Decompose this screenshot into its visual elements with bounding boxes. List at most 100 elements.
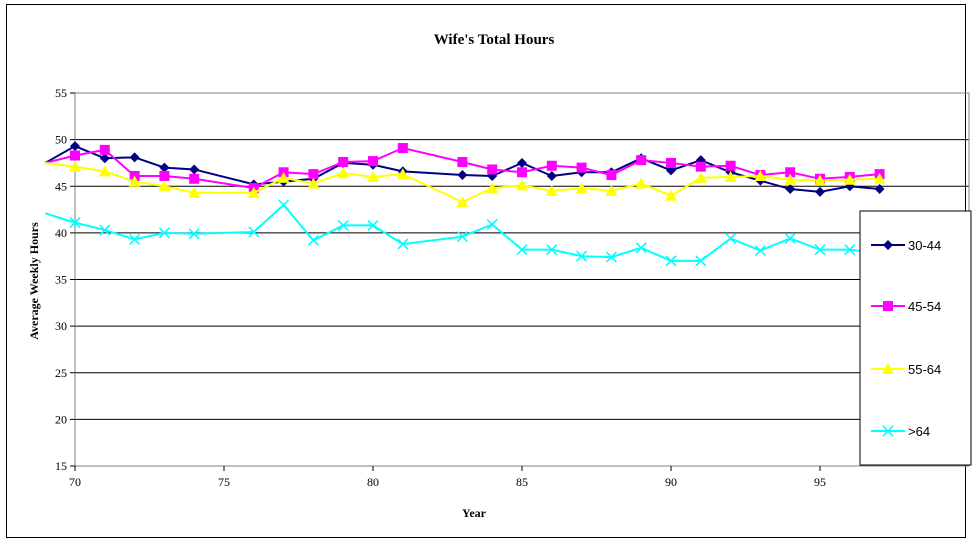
data-point-2-15 bbox=[545, 184, 558, 196]
data-point-2-9 bbox=[337, 167, 350, 179]
data-point-2-11 bbox=[396, 168, 409, 180]
y-tick-label-35: 35 bbox=[55, 273, 67, 287]
data-point-2-17 bbox=[605, 184, 618, 196]
data-point-2-14 bbox=[516, 179, 528, 191]
data-point-1-20 bbox=[695, 161, 706, 172]
data-point-3-7 bbox=[278, 199, 290, 211]
legend-item-3: >64 bbox=[871, 424, 930, 439]
data-point-2-16 bbox=[575, 182, 588, 194]
x-tick-label-75: 75 bbox=[218, 475, 230, 489]
legend-label-1: 45-54 bbox=[908, 299, 941, 314]
data-point-1-15 bbox=[546, 160, 557, 171]
data-point-1-12 bbox=[457, 157, 468, 168]
data-point-1-11 bbox=[397, 143, 408, 154]
data-point-2-6 bbox=[247, 186, 260, 198]
data-point-2-19 bbox=[665, 189, 677, 201]
data-point-2-10 bbox=[367, 170, 379, 182]
data-point-2-26 bbox=[873, 172, 886, 184]
data-point-3-24 bbox=[814, 244, 826, 256]
y-tick-label-45: 45 bbox=[55, 179, 67, 193]
data-point-2-3 bbox=[128, 175, 141, 187]
data-point-3-1 bbox=[69, 217, 81, 229]
data-point-3-20 bbox=[695, 255, 707, 267]
data-point-0-15 bbox=[546, 170, 557, 181]
data-point-1-18 bbox=[636, 155, 647, 166]
y-tick-label-20: 20 bbox=[55, 412, 67, 426]
data-point-1-23 bbox=[785, 167, 796, 178]
data-point-3-13 bbox=[486, 218, 498, 231]
x-axis-title: Year bbox=[462, 506, 487, 520]
data-point-3-9 bbox=[337, 219, 349, 231]
legend-marker-3 bbox=[882, 425, 894, 437]
data-point-3-4 bbox=[158, 227, 170, 239]
legend-item-0: 30-44 bbox=[871, 238, 941, 253]
y-tick-label-50: 50 bbox=[55, 133, 67, 147]
data-point-3-10 bbox=[367, 219, 379, 231]
series-layer bbox=[44, 141, 886, 267]
data-point-1-4 bbox=[159, 170, 170, 181]
legend: 30-44 45-54 55-64 >64 bbox=[859, 210, 972, 466]
data-point-2-1 bbox=[69, 160, 81, 172]
data-point-3-11 bbox=[397, 238, 409, 250]
data-point-0-14 bbox=[517, 157, 527, 168]
data-point-3-16 bbox=[576, 250, 588, 262]
data-point-1-13 bbox=[487, 164, 498, 175]
data-point-2-18 bbox=[635, 177, 648, 189]
series-2 bbox=[45, 160, 886, 208]
data-point-1-21 bbox=[725, 160, 736, 171]
data-point-3-19 bbox=[665, 255, 677, 267]
data-point-1-19 bbox=[666, 157, 676, 168]
data-point-2-12 bbox=[456, 196, 469, 208]
data-point-3-17 bbox=[605, 251, 617, 263]
y-tick-label-40: 40 bbox=[55, 226, 67, 240]
data-point-1-8 bbox=[308, 169, 319, 180]
x-tick-label-70: 70 bbox=[69, 475, 81, 489]
data-point-3-21 bbox=[725, 232, 737, 245]
data-point-1-1 bbox=[70, 150, 80, 161]
data-point-1-10 bbox=[368, 156, 378, 167]
data-point-1-2 bbox=[99, 144, 110, 155]
data-point-0-1 bbox=[70, 141, 80, 152]
data-point-2-13 bbox=[486, 182, 499, 194]
gridlines bbox=[75, 92, 969, 467]
y-tick-label-55: 55 bbox=[55, 86, 67, 100]
data-point-0-3 bbox=[129, 152, 140, 163]
data-point-2-24 bbox=[814, 174, 826, 186]
data-point-3-15 bbox=[546, 244, 558, 256]
legend-label-0: 30-44 bbox=[908, 238, 941, 253]
data-point-2-21 bbox=[724, 170, 737, 182]
legend-box bbox=[859, 210, 972, 466]
data-point-2-7 bbox=[277, 171, 290, 183]
legend-marker-0 bbox=[883, 240, 893, 250]
data-point-3-12 bbox=[456, 231, 468, 243]
legend-item-1: 45-54 bbox=[871, 299, 941, 314]
data-point-2-22 bbox=[754, 169, 767, 181]
series-line-0 bbox=[44, 145, 880, 193]
data-point-1-16 bbox=[576, 162, 587, 173]
data-point-0-23 bbox=[785, 184, 796, 195]
data-point-0-12 bbox=[457, 170, 468, 181]
data-point-3-14 bbox=[516, 244, 528, 256]
legend-label-2: 55-64 bbox=[908, 362, 941, 377]
data-point-2-8 bbox=[307, 177, 320, 189]
data-point-3-22 bbox=[754, 245, 766, 257]
data-point-1-9 bbox=[338, 157, 349, 168]
data-point-2-4 bbox=[158, 180, 171, 192]
y-axis-title: Average Weekly Hours bbox=[27, 222, 41, 340]
legend-label-3: >64 bbox=[908, 424, 930, 439]
data-point-0-24 bbox=[815, 186, 825, 197]
data-point-0-5 bbox=[189, 164, 200, 175]
x-axis-ticks: 70 75 80 85 90 95 bbox=[69, 466, 826, 489]
y-tick-label-15: 15 bbox=[55, 459, 67, 473]
data-point-1-14 bbox=[517, 167, 527, 178]
data-point-3-23 bbox=[784, 232, 796, 245]
data-point-3-8 bbox=[307, 234, 319, 246]
x-tick-label-80: 80 bbox=[367, 475, 379, 489]
data-point-2-23 bbox=[784, 173, 797, 185]
data-point-3-18 bbox=[635, 242, 647, 254]
data-point-0-4 bbox=[159, 162, 170, 173]
data-point-2-2 bbox=[98, 165, 111, 177]
data-point-2-20 bbox=[694, 171, 707, 183]
data-point-3-2 bbox=[99, 224, 111, 236]
